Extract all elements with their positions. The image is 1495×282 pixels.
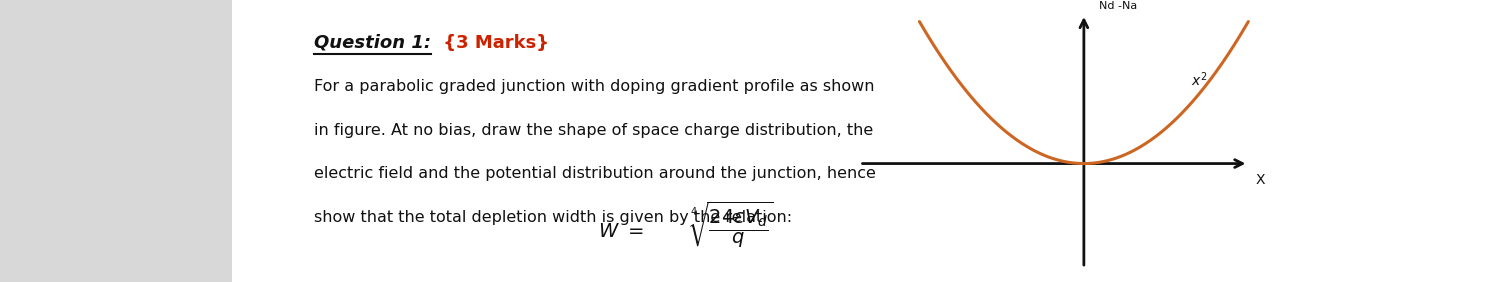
Text: $W\ =$: $W\ =$ (598, 222, 644, 241)
Text: $x^2$: $x^2$ (1190, 71, 1206, 89)
Text: electric field and the potential distribution around the junction, hence: electric field and the potential distrib… (314, 166, 876, 181)
Text: For a parabolic graded junction with doping gradient profile as shown: For a parabolic graded junction with dop… (314, 79, 875, 94)
Text: in figure. At no bias, draw the shape of space charge distribution, the: in figure. At no bias, draw the shape of… (314, 123, 873, 138)
Text: {3 Marks}: {3 Marks} (437, 34, 549, 52)
Bar (0, 0, 232, 282)
Text: $\sqrt[4]{\dfrac{24\varepsilon V_d}{q}}$: $\sqrt[4]{\dfrac{24\varepsilon V_d}{q}}$ (688, 200, 773, 251)
Text: show that the total depletion width is given by the relation:: show that the total depletion width is g… (314, 210, 792, 225)
Text: X: X (1256, 173, 1265, 188)
Bar (232, 0, 1495, 282)
Text: Nd -Na: Nd -Na (1099, 1, 1138, 11)
Text: Question 1:: Question 1: (314, 34, 431, 52)
